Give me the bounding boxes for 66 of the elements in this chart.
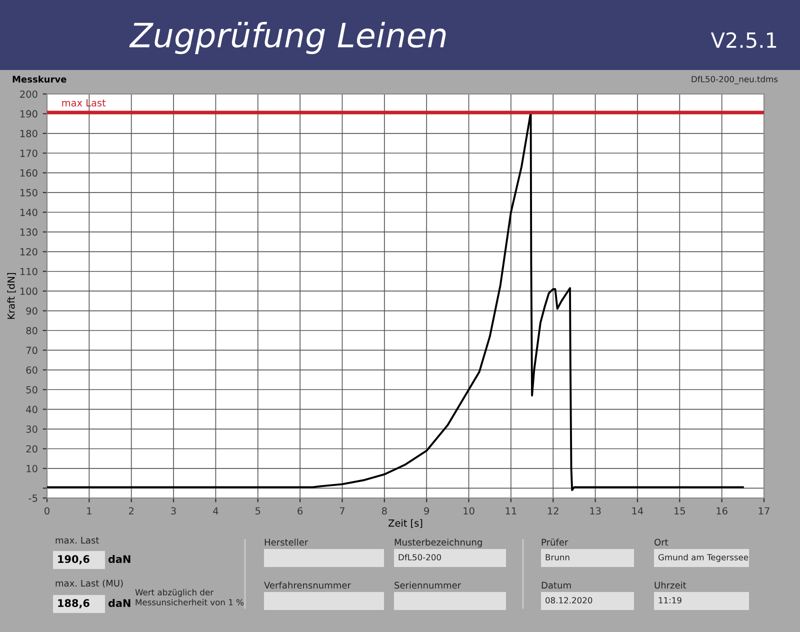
text: 08.12.2020 [546, 597, 592, 604]
y-tick-label: -5 [28, 494, 38, 502]
text: 11:19 [658, 597, 682, 604]
x-tick-label: 12 [548, 507, 558, 514]
x-tick-label: 5 [256, 507, 260, 515]
x-tick-label: 3 [171, 507, 176, 515]
y-tick-label: 190 [20, 110, 38, 118]
y-tick-label: 170 [20, 150, 38, 157]
x-tick-label: 1 [87, 507, 92, 514]
text: Uhrzeit [654, 582, 686, 589]
y-tick-label: 130 [20, 228, 38, 236]
x-tick-label: 15 [674, 507, 685, 515]
text: Prüfer [542, 538, 568, 546]
text: DfL50-200 [398, 554, 441, 560]
y-tick-label: 150 [20, 189, 38, 196]
y-tick-label: 70 [26, 346, 38, 354]
text: DfL50-200_neu.tdms [692, 76, 778, 84]
text: V2.5.1 [710, 32, 776, 48]
text: Hersteller [264, 538, 308, 546]
y-tick-label: 60 [26, 366, 38, 374]
x-tick-label: 4 [213, 507, 218, 514]
x-axis-title: Zeit [s] [388, 519, 422, 528]
text: daN [108, 554, 130, 564]
text: Datum [542, 582, 571, 589]
text: 190,6 [58, 555, 90, 564]
text: Messkurve [12, 76, 66, 83]
y-tick-label: 140 [20, 208, 38, 216]
y-tick-label: 100 [20, 288, 38, 295]
x-tick-label: 14 [632, 507, 644, 514]
text: Brunn [546, 554, 570, 560]
text: daN [108, 598, 130, 608]
y-tick-label: 10 [26, 464, 38, 472]
x-tick-label: 11 [506, 507, 516, 514]
y-tick-label: 40 [26, 406, 38, 414]
x-tick-label: 8 [382, 507, 387, 515]
y-tick-label: 120 [20, 248, 38, 256]
y-tick-label: 160 [20, 169, 38, 177]
x-tick-label: 2 [128, 507, 134, 514]
x-tick-label: 6 [298, 507, 303, 515]
text: max. Last (MU) [56, 580, 123, 588]
y-tick-label: 90 [26, 307, 38, 315]
x-tick-label: 9 [424, 507, 429, 515]
x-tick-label: 10 [464, 507, 474, 515]
line-series [47, 112, 744, 492]
y-axis-title: Kraft [dN] [7, 273, 16, 319]
chart-title: Zugprüfung Leinen [129, 22, 446, 54]
x-tick-label: 0 [44, 507, 50, 515]
text: Ort [654, 538, 668, 546]
text: Seriennummer [394, 582, 462, 589]
y-tick-label: 30 [26, 426, 38, 433]
text: max. Last [56, 536, 99, 544]
y-tick-label: 20 [26, 445, 38, 453]
text: Wert abzüglich der Messunsicherheit von 1 % [135, 588, 244, 606]
y-tick-label: 80 [26, 326, 38, 334]
x-tick-label: 16 [716, 507, 728, 515]
y-tick-label: 50 [26, 386, 38, 394]
x-tick-label: 13 [590, 507, 601, 515]
y-tick-label: 200 [20, 90, 38, 98]
y-tick-label: 110 [20, 268, 38, 276]
text: Gmund am Tegerssee [658, 554, 748, 562]
text: 188,6 [58, 599, 90, 608]
y-tick-label: 180 [20, 130, 38, 138]
text: Musterbezeichnung [394, 538, 482, 548]
text: Verfahrensnummer [264, 582, 351, 589]
x-tick-label: 7 [340, 507, 344, 514]
x-tick-label: 17 [758, 507, 770, 514]
